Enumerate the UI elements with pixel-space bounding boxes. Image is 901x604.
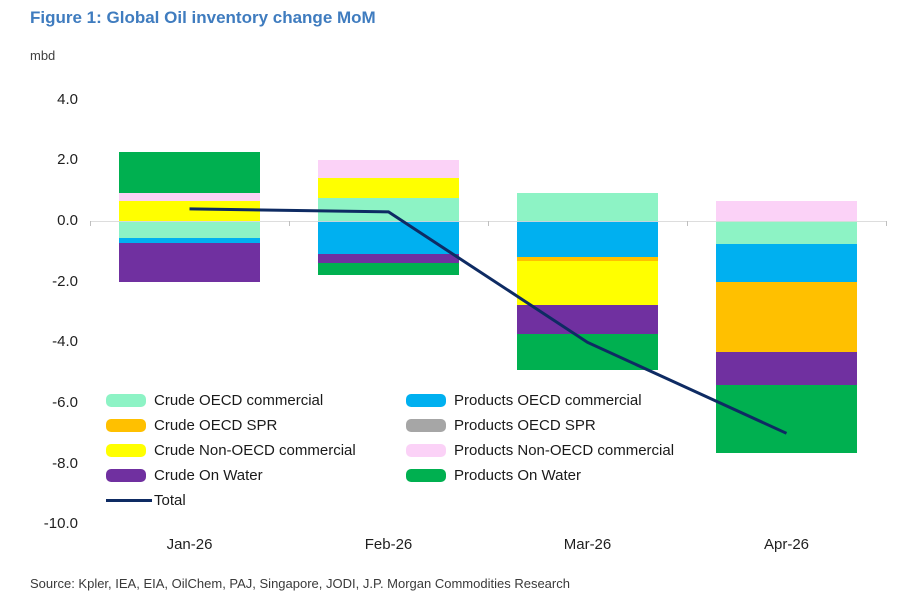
legend-item: Crude OECD commercial: [106, 390, 323, 410]
legend-swatch-box: [406, 393, 454, 407]
legend-swatch-box: [406, 418, 454, 432]
source-note: Source: Kpler, IEA, EIA, OilChem, PAJ, S…: [30, 576, 570, 591]
legend-label: Crude OECD commercial: [154, 391, 324, 409]
bar-segment: [119, 221, 260, 239]
axis-tick: [687, 221, 688, 226]
legend-swatch-box: [106, 443, 154, 457]
y-axis-tick-label: 0.0: [57, 212, 78, 229]
legend-swatch-box: [106, 418, 154, 432]
bar-segment: [318, 160, 459, 178]
x-axis-tick-label: Mar-26: [563, 536, 612, 553]
axis-tick: [488, 221, 489, 226]
legend-color-swatch: [406, 418, 446, 432]
x-axis-tick-label: Feb-26: [364, 536, 413, 553]
axis-tick: [90, 221, 91, 226]
legend-color-swatch: [406, 443, 446, 457]
legend-color-swatch: [106, 468, 146, 482]
legend-color-swatch: [406, 468, 446, 482]
y-axis-unit-label: mbd: [30, 48, 56, 63]
legend-swatch-box: [406, 468, 454, 482]
legend-item: Products OECD commercial: [406, 390, 642, 410]
y-axis-tick-label: -8.0: [52, 454, 78, 472]
legend-label: Crude Non-OECD commercial: [154, 441, 356, 459]
legend-label: Crude OECD SPR: [154, 416, 278, 434]
legend-line-swatch: [106, 498, 152, 502]
legend-color-swatch: [406, 393, 446, 407]
bar-segment: [119, 193, 260, 201]
figure-title: Figure 1: Global Oil inventory change Mo…: [30, 8, 376, 27]
y-axis-tick-label: -6.0: [52, 393, 78, 411]
legend-swatch-box: [106, 468, 154, 482]
legend-item: Products Non-OECD commercial: [406, 440, 674, 460]
bar-segment: [517, 260, 658, 305]
bar-segment: [716, 352, 857, 386]
legend-color-swatch: [106, 418, 146, 432]
legend-swatch-box: [106, 393, 154, 407]
bar-segment: [517, 333, 658, 370]
bar-segment: [119, 243, 260, 282]
legend-color-swatch: [106, 393, 146, 407]
legend-label: Products Non-OECD commercial: [454, 441, 675, 459]
legend-label: Total: [154, 491, 186, 509]
x-axis-tick-label: Apr-26: [763, 536, 810, 553]
y-axis-tick-label: -2.0: [52, 272, 78, 290]
bar-segment: [716, 200, 857, 221]
bar-segment: [716, 385, 857, 454]
x-axis-tick-label: Jan-26: [166, 536, 213, 553]
legend-label: Products OECD SPR: [454, 416, 596, 434]
bar-segment: [119, 151, 260, 194]
legend-item: Crude On Water: [106, 465, 263, 485]
legend-label: Products OECD commercial: [454, 391, 642, 409]
legend-swatch-box: [106, 498, 154, 502]
legend-label: Crude On Water: [154, 466, 263, 484]
legend-item: Products On Water: [406, 465, 581, 485]
legend-item: Crude Non-OECD commercial: [106, 440, 356, 460]
y-axis-tick-label: -10.0: [43, 515, 78, 533]
bar-segment: [318, 254, 459, 264]
y-axis-tick-label: -4.0: [52, 333, 78, 351]
bar-segment: [119, 200, 260, 221]
legend-swatch-box: [406, 443, 454, 457]
axis-tick: [886, 221, 887, 226]
bar-segment: [716, 244, 857, 283]
bar-segment: [716, 221, 857, 245]
bar-segment: [716, 282, 857, 353]
bar-segment: [318, 197, 459, 221]
legend-item: Products OECD SPR: [406, 415, 596, 435]
y-axis-tick-label: 4.0: [57, 90, 78, 108]
axis-tick: [289, 221, 290, 226]
bar-segment: [318, 263, 459, 275]
bar-segment: [318, 177, 459, 198]
legend-item: Total: [106, 490, 186, 510]
y-axis-tick-label: 2.0: [57, 151, 78, 169]
bar-segment: [517, 221, 658, 258]
legend-color-swatch: [106, 443, 146, 457]
bar-segment: [517, 304, 658, 334]
bar-segment: [517, 193, 658, 221]
legend-label: Products On Water: [454, 466, 581, 484]
bar-segment: [318, 221, 459, 255]
legend-item: Crude OECD SPR: [106, 415, 277, 435]
